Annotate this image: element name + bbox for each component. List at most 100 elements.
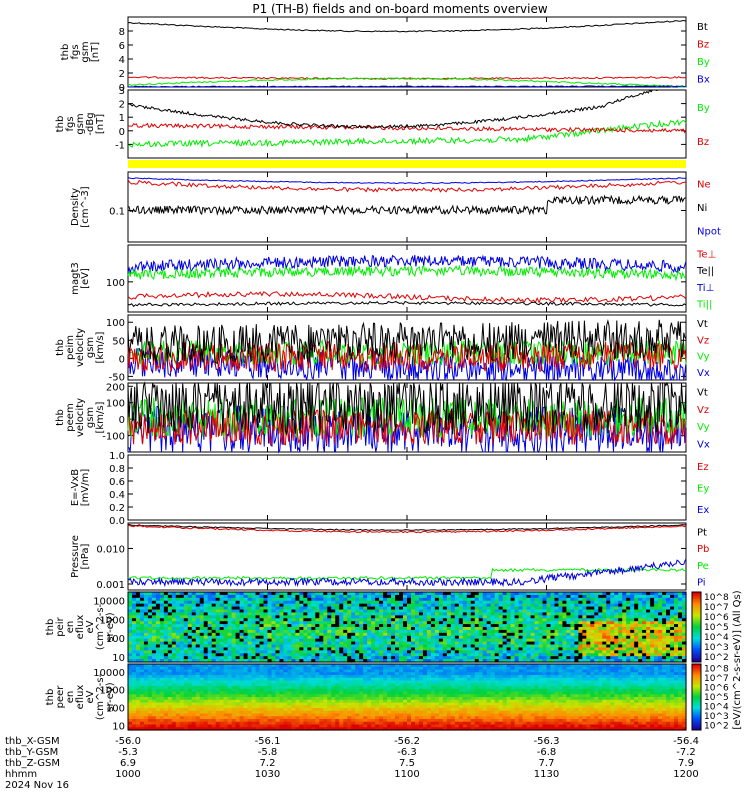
colorbar-tick: 10^7 <box>704 603 729 613</box>
xaxis-value: 1200 <box>673 769 698 780</box>
legend-entry-ni: Ni <box>697 203 707 214</box>
panel-density: Density [cm^-3] 0.1 Ne Ni Npot <box>70 171 721 243</box>
y-tick-label: 100 <box>106 634 125 645</box>
colorbar-peer: 10^810^710^610^510^410^310^2 <box>691 663 729 731</box>
series-ti-perp <box>127 254 687 275</box>
panel-peem: thb peem velocity gsm [km/s]200 100 0 -100 Vt Vz V… <box>55 381 710 454</box>
xaxis-value: -56.2 <box>394 736 420 747</box>
ylabel-line: gsm <box>85 407 96 428</box>
series-bz <box>127 75 687 80</box>
panel-fgs_dbg: thb fgs gsm -dBg [nT] 3 2 1 0 -1 By Bz <box>55 86 710 159</box>
y-tick-label: 10000 <box>93 596 125 607</box>
y-tick-label: 100 <box>106 318 125 329</box>
legend-entry-vx: Vx <box>697 439 710 450</box>
ylabel-line: velocity <box>75 328 86 367</box>
legend-entry-pe: Pe <box>697 561 709 572</box>
xaxis-value: -6.3 <box>397 747 417 758</box>
xaxis-value: 1000 <box>115 769 140 780</box>
ylabel-line: eflux <box>75 685 86 710</box>
ylabel-line: [nT] <box>90 42 101 62</box>
ylabel-line: peim <box>65 335 76 360</box>
ylabel-line: Density <box>70 188 81 226</box>
colorbar-tick: 10^8 <box>704 665 729 675</box>
panel-peer: thb peer en eflux eV (cm^2-s-sr-eV) 10000 1000 1… <box>45 663 687 732</box>
colorbar-tick: 10^5 <box>704 693 729 703</box>
ylabel-line: thb <box>55 116 66 133</box>
panel-peim: thb peim velocity gsm [km/s]100 50 0 -50 Vt Vz Vy V… <box>55 314 710 383</box>
spectrogram-peir <box>128 592 687 663</box>
series-te-perp <box>127 290 687 304</box>
legend-entry-by: By <box>697 103 710 114</box>
colorbar-tick: 10^6 <box>704 613 729 623</box>
legend-entry-vz: Vz <box>697 335 709 346</box>
ylabel-line: [nPa] <box>80 543 91 569</box>
series-vz <box>127 409 687 447</box>
ylabel-line: (cm^2-s- <box>95 673 106 720</box>
legend-entry-te||: Te|| <box>696 266 714 277</box>
legend-entry-bx: Bx <box>697 74 710 85</box>
ylabel-line: eV <box>85 620 96 633</box>
legend-entry-bz: Bz <box>697 39 709 50</box>
legend-entry-vz: Vz <box>697 405 709 416</box>
legend-entry-vy: Vy <box>697 352 710 363</box>
y-tick-label: 1.0 <box>109 451 125 462</box>
y-tick-label: -1 <box>115 140 125 151</box>
y-tick-label: 0 <box>119 354 125 365</box>
xaxis-date: 2024 Nov 16 <box>5 780 69 791</box>
series-bt <box>128 89 686 129</box>
y-tick-label: 1000 <box>100 686 125 697</box>
ylabel-line: fgs <box>65 116 76 131</box>
colorbar-peir: 10^810^710^610^510^410^310^2 <box>691 591 729 663</box>
series-bx <box>127 85 687 88</box>
xaxis-value: -6.8 <box>537 747 557 758</box>
series-te-par <box>127 300 687 308</box>
colorbar-tick: 10^2 <box>704 653 729 663</box>
ylabel-line: [cm^-3] <box>80 186 91 227</box>
legend-entry-pt: Pt <box>697 527 707 538</box>
series-pe <box>127 567 687 581</box>
ylabel-line: E=-VxB <box>70 469 81 506</box>
panel-efield: E=-VxB [mV/m] 1.0 0.8 0.6 0.4 0.2 0.0 Ez Ey Ex <box>70 451 709 527</box>
y-tick-label: 0 <box>119 83 125 94</box>
y-tick-label: 0.010 <box>96 544 125 555</box>
colorbar-tick: 10^8 <box>704 593 729 603</box>
y-tick-label: 2 <box>119 69 125 80</box>
series-bz <box>128 122 687 134</box>
y-tick-label: 0.001 <box>96 580 125 591</box>
xaxis-value: -7.2 <box>676 747 696 758</box>
legend-entry-pi: Pi <box>697 578 706 589</box>
series-ni <box>127 194 687 216</box>
y-tick-label: -50 <box>109 372 125 383</box>
ylabel-line: velocity <box>75 398 86 437</box>
series-pb <box>127 524 687 534</box>
ylabel-line: peir <box>55 616 66 636</box>
xaxis-value: -56.4 <box>673 736 699 747</box>
xaxis-value: 7.2 <box>260 758 276 769</box>
xaxis-value: -56.1 <box>255 736 281 747</box>
xaxis-value: -5.8 <box>258 747 278 758</box>
ylabel-line: magt3 <box>70 262 81 295</box>
legend-entry-vt: Vt <box>697 319 708 330</box>
y-tick-label: 50 <box>112 336 125 347</box>
colorbar-tick: 10^5 <box>704 623 729 633</box>
series-vx <box>127 347 687 382</box>
xaxis-row-label: thb_Z-GSM <box>5 758 60 769</box>
series-ne <box>127 179 687 193</box>
y-tick-label: 0.4 <box>109 490 125 501</box>
series-by <box>127 77 686 88</box>
xaxis-row-label: thb_Y-GSM <box>5 747 58 758</box>
xaxis-value: -56.0 <box>115 736 141 747</box>
panel-pressure: Pressure [nPa] 0.010 0.001 Pt Pb Pe Pi <box>70 522 709 591</box>
colorbar-tick: 10^4 <box>704 633 729 643</box>
plot-title: P1 (TH-B) fields and on-board moments ov… <box>252 2 548 16</box>
y-tick-label: 4 <box>119 55 125 66</box>
y-tick-label: 0.1 <box>109 207 125 218</box>
series-pt <box>127 524 687 531</box>
legend-entry-ne: Ne <box>697 180 711 191</box>
xaxis-value: -56.3 <box>534 736 560 747</box>
y-tick-label: 1 <box>119 113 125 124</box>
ylabel-line: gsm <box>75 113 86 134</box>
colorbar-tick: 10^6 <box>704 684 729 694</box>
legend-entry-ti: Ti⊥ <box>696 283 714 294</box>
legend-entry-ey: Ey <box>697 484 709 495</box>
